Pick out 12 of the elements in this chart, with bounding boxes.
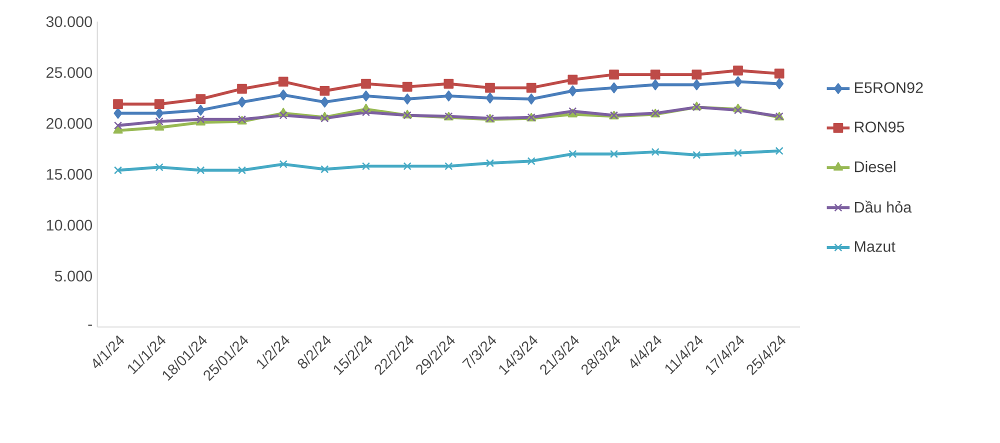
y-tick-label: 15.000 [46, 168, 92, 180]
legend-label: E5RON92 [854, 82, 923, 94]
legend-label: RON95 [854, 122, 904, 132]
y-tick-label: 30.000 [46, 16, 92, 28]
y-tick-label: 25.000 [46, 67, 92, 78]
y-tick-label: 10.000 [46, 220, 92, 231]
y-tick-label: 5.000 [54, 270, 92, 282]
y-tick-label: 20.000 [46, 118, 92, 129]
legend-label: Diesel [854, 160, 896, 172]
y-tick-label: - [88, 324, 92, 326]
legend-label: Mazut [854, 241, 896, 252]
legend-label: Dầu hỏa [854, 200, 912, 213]
